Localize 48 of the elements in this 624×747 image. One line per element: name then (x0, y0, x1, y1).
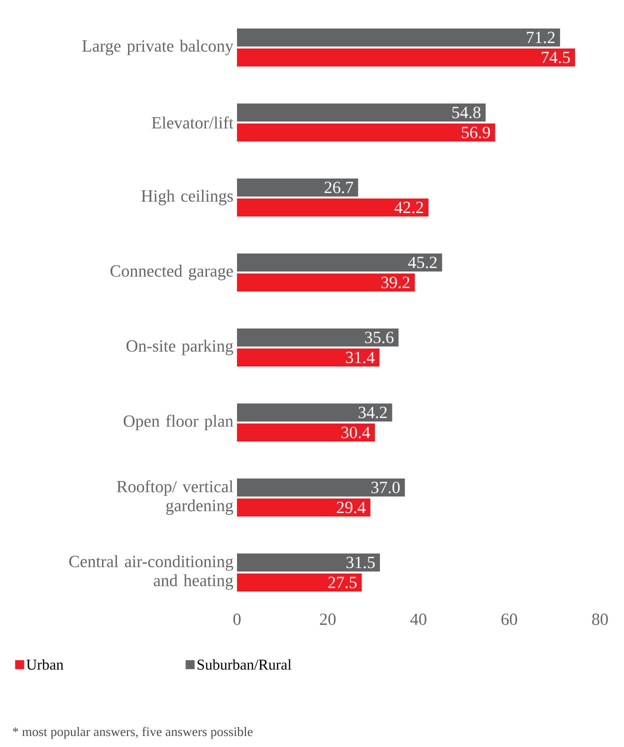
text: * most popular answers, five answers possible (12, 726, 253, 739)
data-label: 34.2 (358, 406, 387, 418)
data-label: 54.8 (452, 106, 480, 118)
y-tick-label: Large private balcony (82, 40, 234, 56)
bar (237, 178, 358, 197)
y-tick-label: Central air-conditioning and heating (69, 555, 234, 590)
bar (237, 28, 560, 46)
x-tick-label: 20 (320, 614, 336, 626)
data-label: 74.5 (542, 52, 570, 64)
data-label: 27.5 (328, 576, 357, 588)
data-label: 42.2 (394, 202, 424, 214)
data-label: 45.2 (408, 256, 437, 268)
data-label: 35.6 (365, 332, 394, 344)
data-label: 71.2 (526, 32, 555, 44)
bar (237, 198, 428, 217)
y-tick-label: Rooftop/ vertical gardening (116, 480, 234, 515)
bar (237, 554, 380, 572)
y-tick-label: Connected garage (110, 264, 233, 280)
bar (237, 328, 399, 347)
bar (237, 124, 496, 142)
legend-label: Suburban/Rural (198, 659, 292, 670)
legend-label: Urban (26, 659, 64, 670)
bar (237, 424, 375, 442)
bar (237, 274, 415, 292)
data-label: 29.4 (336, 502, 366, 514)
x-tick-label: 60 (501, 614, 518, 626)
bar (237, 104, 486, 122)
data-label: 56.9 (462, 126, 490, 138)
bar (237, 348, 380, 367)
y-tick-label: High ceilings (141, 190, 233, 206)
x-tick-label: 40 (410, 614, 426, 626)
data-label: 26.7 (324, 182, 354, 194)
y-tick-label: Elevator/lift (152, 116, 234, 129)
data-label: 31.5 (346, 556, 375, 568)
data-label: 30.4 (341, 426, 370, 438)
y-tick-label: On-site parking (126, 340, 234, 356)
bar (237, 574, 362, 592)
data-label: 39.2 (381, 276, 410, 288)
bar (237, 48, 576, 67)
y-tick-label: Open floor plan (124, 414, 234, 430)
bar (237, 254, 442, 272)
bar (237, 498, 370, 517)
x-tick-label: 0 (233, 614, 241, 626)
bar (237, 478, 405, 497)
data-label: 31.4 (346, 352, 375, 364)
bar (237, 404, 392, 422)
data-label: 37.0 (371, 482, 400, 494)
x-tick-label: 80 (592, 614, 608, 626)
